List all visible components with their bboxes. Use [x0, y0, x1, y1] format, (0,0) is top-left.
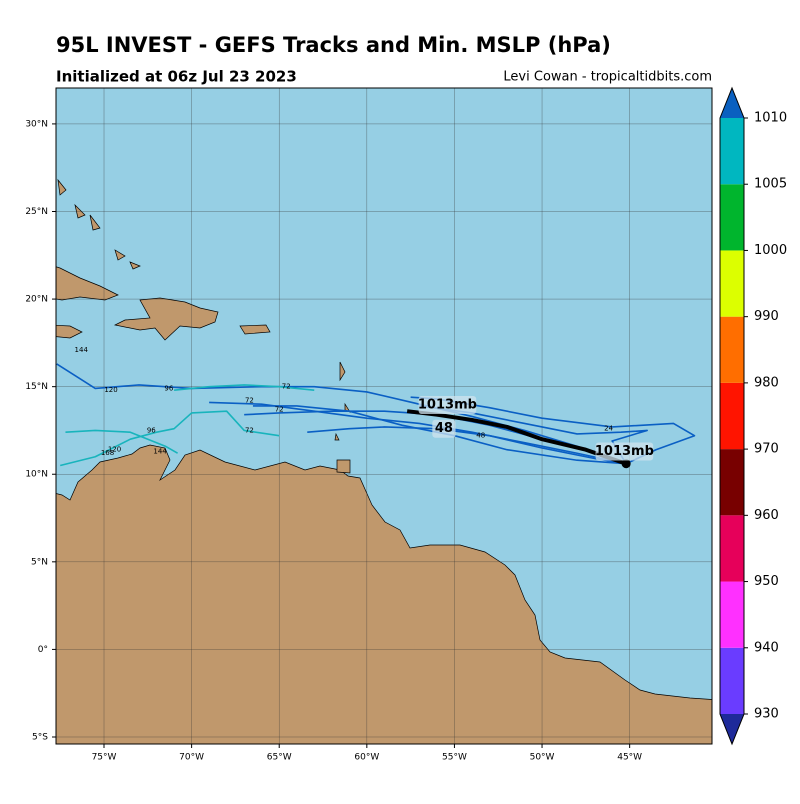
lon-label: 55°W	[442, 753, 467, 763]
ensemble-track	[56, 363, 627, 465]
land	[56, 178, 712, 744]
colorbar-label: 970	[754, 442, 779, 457]
colorbar: 930 940 950 960 970 980 990 1000 1005 1010	[719, 86, 787, 746]
colorbar-segment	[720, 581, 744, 648]
track-label: 144	[153, 447, 167, 455]
lon-label: 75°W	[92, 753, 117, 763]
puerto-rico	[239, 324, 271, 335]
colorbar-label: 980	[754, 375, 779, 390]
lon-label: 50°W	[530, 753, 555, 763]
lat-label: 25°N	[25, 207, 48, 217]
lat-label: 10°N	[25, 470, 48, 480]
track-label: 1013mb	[595, 444, 654, 459]
lon-label: 70°W	[179, 753, 204, 763]
track-label: 168	[101, 449, 114, 457]
ensemble-track	[252, 405, 627, 465]
lat-label: 0°	[38, 645, 48, 655]
track-start	[621, 459, 631, 469]
jamaica	[56, 324, 83, 339]
trinidad	[336, 459, 351, 474]
track-label: 24	[604, 425, 613, 433]
colorbar-label: 960	[754, 508, 779, 523]
colorbar-label: 1005	[754, 177, 787, 192]
hispaniola	[113, 297, 219, 341]
lon-label: 65°W	[267, 753, 292, 763]
colorbar-label: 950	[754, 574, 779, 589]
mean-track	[406, 409, 627, 466]
lat-label: 5°S	[32, 732, 48, 742]
colorbar-label: 930	[754, 707, 779, 722]
track-label: 72	[275, 405, 284, 413]
colorbar-segment	[720, 250, 744, 317]
colorbar-over	[720, 88, 744, 118]
label-box	[595, 442, 654, 461]
subtitle: Initialized at 06z Jul 23 2023	[56, 68, 297, 86]
lat-label: 5°N	[31, 557, 48, 567]
lon-label: 60°W	[354, 753, 379, 763]
colorbar-segment	[720, 647, 744, 714]
track-label: 48	[476, 432, 485, 440]
south-america	[56, 444, 712, 744]
bahamas	[57, 178, 141, 270]
lat-label: 20°N	[25, 295, 48, 305]
lat-label: 30°N	[25, 119, 48, 129]
title: 95L INVEST - GEFS Tracks and Min. MSLP (…	[56, 33, 611, 57]
ensemble-track	[419, 405, 648, 465]
track-label: 96	[164, 384, 173, 392]
axes: 30°N 25°N 20°N 15°N 10°N 5°N 0° 5°S 75°W 70°W 65°W…	[25, 119, 642, 762]
lat-label: 15°N	[25, 382, 48, 392]
track-label: 72	[245, 426, 254, 434]
colorbar-label: 1000	[754, 243, 787, 258]
track-label: 96	[147, 426, 156, 434]
ensemble-track	[65, 429, 178, 454]
colorbar-label: 990	[754, 309, 779, 324]
track-label: 48	[435, 421, 453, 436]
colorbar-segment	[720, 382, 744, 450]
track-label: 144	[75, 346, 89, 354]
track-label: 120	[108, 446, 121, 454]
ensemble-track	[174, 384, 315, 391]
label-box	[418, 396, 477, 415]
ensemble-track	[307, 426, 627, 465]
colorbar-segment	[720, 449, 744, 516]
track-label: 1013mb	[418, 398, 477, 413]
lon-label: 45°W	[617, 753, 642, 763]
colorbar-segment	[720, 515, 744, 582]
colorbar-under	[720, 714, 744, 744]
colorbar-segment	[720, 118, 744, 185]
colorbar-label: 1010	[754, 111, 787, 126]
colorbar-segment	[720, 316, 744, 383]
track-label: 120	[104, 386, 117, 394]
cuba	[56, 266, 119, 301]
map-frame	[55, 87, 713, 745]
ensemble-track	[60, 410, 280, 467]
credit: Levi Cowan - tropicaltidbits.com	[503, 70, 712, 85]
track-label: 72	[245, 397, 254, 405]
track-label: 72	[282, 383, 291, 391]
colorbar-label: 940	[754, 640, 779, 655]
colorbar-segment	[720, 184, 744, 251]
label-box	[432, 419, 456, 438]
